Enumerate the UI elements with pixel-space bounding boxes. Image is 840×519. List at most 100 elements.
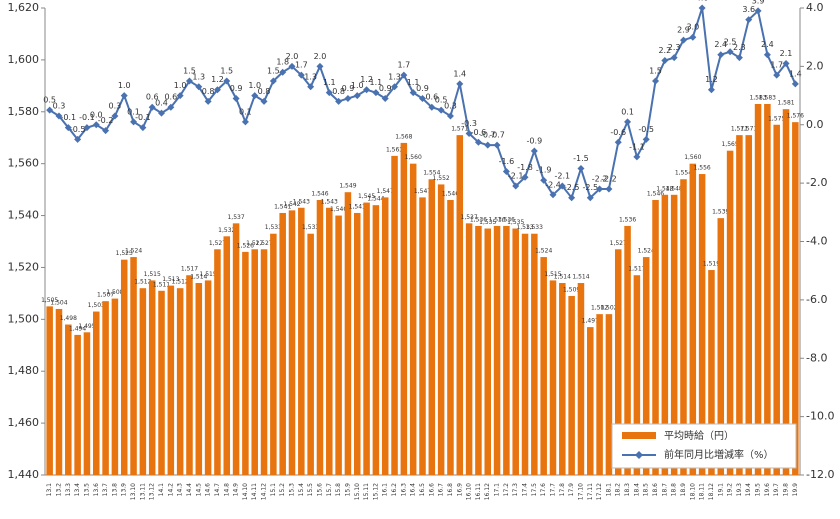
line-marker (698, 4, 706, 12)
bar (708, 270, 715, 475)
bar-value-label: 1,524 (535, 248, 552, 255)
line-marker (297, 71, 305, 79)
bar-value-label: 1,565 (721, 141, 738, 148)
line-value-label: 0.1 (239, 107, 252, 116)
y-tick-label: 1,520 (8, 260, 40, 273)
y2-tick-label: -12.0 (806, 468, 834, 481)
y2-tick-label: 2.0 (806, 59, 824, 72)
bar-value-label: 1,515 (144, 271, 161, 278)
line-marker (74, 135, 82, 143)
line-marker (773, 71, 781, 79)
bar-value-label: 1,554 (675, 170, 692, 177)
bar-value-label: 1,514 (572, 274, 589, 281)
line-marker (661, 57, 669, 65)
x-tick-label: 18.7 (661, 483, 668, 497)
x-tick-label: 16.7 (438, 483, 445, 497)
line-marker (363, 86, 371, 94)
bar (195, 283, 203, 475)
line-marker (83, 124, 91, 132)
bar (270, 233, 277, 475)
line-value-label: -0.7 (480, 131, 496, 140)
line-value-label: 0.8 (202, 87, 215, 96)
line-marker (353, 92, 361, 100)
x-tick-label: 18.1 (605, 483, 612, 497)
bar-value-label: 1,495 (78, 323, 95, 330)
x-tick-label: 16.9 (456, 483, 463, 497)
bar-value-label: 1,514 (190, 274, 207, 281)
x-tick-label: 18.9 (680, 483, 687, 497)
bar-value-label: 1,508 (106, 289, 123, 296)
bar (475, 225, 482, 475)
line-marker (754, 7, 762, 15)
line-marker (791, 80, 799, 88)
line-marker (269, 77, 277, 85)
line-value-label: 1.2 (705, 75, 718, 84)
line-value-label: 1.5 (267, 66, 280, 75)
bar-value-label: 1,541 (349, 203, 366, 210)
bar-value-label: 1,515 (544, 271, 561, 278)
x-tick-label: 13.12 (149, 483, 156, 500)
line-marker (707, 86, 715, 94)
bar (559, 283, 566, 475)
bar-value-label: 1,563 (386, 146, 403, 153)
line-value-label: 0.1 (621, 107, 634, 116)
bar-value-label: 1,583 (759, 94, 776, 101)
y-tick-label: 1,620 (8, 1, 40, 14)
line-value-label: 0.3 (109, 101, 122, 110)
bar-value-label: 1,535 (479, 219, 496, 226)
x-tick-label: 15.4 (298, 483, 305, 497)
line-value-label: 4.0 (696, 0, 709, 3)
bar (251, 249, 258, 475)
bar (773, 124, 780, 475)
x-tick-label: 13.10 (130, 483, 137, 500)
x-tick-label: 19.2 (727, 483, 734, 497)
x-tick-label: 13.9 (121, 483, 128, 497)
line-marker (456, 80, 464, 88)
bar (447, 199, 454, 475)
line-value-label: 0.5 (43, 96, 56, 105)
x-tick-label: 14.9 (233, 483, 240, 497)
line-marker (502, 167, 510, 175)
bar (326, 207, 333, 475)
bar (363, 202, 370, 476)
line-marker (689, 33, 697, 41)
line-value-label: 2.0 (286, 52, 299, 61)
line-value-label: 1.0 (248, 81, 261, 90)
line-marker (241, 118, 249, 126)
x-tick-label: 15.11 (363, 483, 370, 500)
line-value-label: -2.5 (582, 183, 598, 192)
line-marker (344, 94, 352, 102)
bar (279, 212, 286, 475)
line-marker (111, 112, 119, 120)
bar-value-label: 1,568 (395, 133, 412, 140)
line-value-label: -2.2 (592, 174, 608, 183)
line-value-label: 1.1 (323, 78, 336, 87)
bar-value-label: 1,537 (461, 214, 478, 221)
line-value-label: -0.6 (471, 128, 487, 137)
y2-tick-label: -10.0 (806, 410, 834, 423)
x-tick-label: 13.8 (111, 483, 118, 497)
bar-value-label: 1,533 (516, 224, 533, 231)
bar-value-label: 1,512 (172, 279, 189, 286)
bar-value-label: 1,548 (666, 185, 683, 192)
line-marker (251, 92, 259, 100)
line-value-label: 1.2 (211, 75, 224, 84)
bar-value-label: 1,507 (97, 292, 114, 299)
bar (372, 205, 380, 475)
line-marker (446, 112, 454, 120)
x-tick-label: 15.5 (307, 483, 314, 497)
x-tick-label: 16.2 (391, 483, 398, 497)
bar-value-label: 1,526 (237, 242, 254, 249)
x-tick-label: 16.4 (410, 483, 417, 497)
line-value-label: 2.2 (658, 46, 671, 55)
x-tick-label: 19.5 (755, 483, 762, 497)
bar-value-label: 1,517 (628, 266, 645, 273)
x-tick-label: 13.2 (55, 483, 62, 497)
line-value-label: 2.0 (314, 52, 327, 61)
legend-label: 平均時給（円） (664, 429, 734, 442)
line-marker (735, 54, 743, 62)
bar (316, 199, 324, 475)
bar (288, 210, 296, 475)
line-marker (782, 59, 790, 67)
line-value-label: -0.1 (135, 113, 151, 122)
